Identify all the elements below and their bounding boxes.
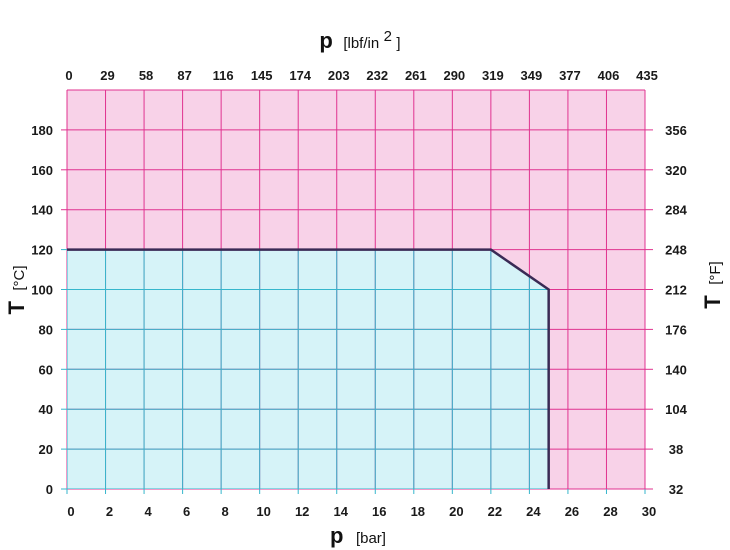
left-tick-label: 160 <box>31 163 53 178</box>
left-tick-label: 120 <box>31 243 53 258</box>
bottom-tick-label: 4 <box>144 504 152 519</box>
top-axis-unit-suffix: ] <box>396 35 400 52</box>
top-axis-title: p [lbf/in 2 ] <box>319 28 400 53</box>
right-tick-label: 212 <box>665 283 687 298</box>
left-tick-label: 100 <box>31 283 53 298</box>
right-axis-title: T [°F] <box>700 261 725 308</box>
bottom-axis-symbol: p <box>330 523 343 548</box>
top-tick-label: 145 <box>251 68 273 83</box>
top-axis-unit-sup: 2 <box>384 28 392 45</box>
right-axis-symbol: T <box>700 295 725 309</box>
top-tick-label: 377 <box>559 68 581 83</box>
bottom-tick-label: 20 <box>449 504 463 519</box>
chart-ticks: 0 2 4 6 8 10 12 14 16 18 20 22 24 26 28 300 29 58 87 116 145… <box>31 68 687 519</box>
top-axis-unit-prefix: [lbf/in <box>343 35 379 52</box>
bottom-tick-label: 18 <box>411 504 425 519</box>
left-tick-label: 180 <box>31 123 53 138</box>
bottom-tick-label: 6 <box>183 504 190 519</box>
top-tick-label: 406 <box>598 68 620 83</box>
top-axis-symbol: p <box>319 28 332 53</box>
right-tick-label: 32 <box>669 482 683 497</box>
left-tick-label: 60 <box>39 362 53 377</box>
top-tick-label: 29 <box>100 68 114 83</box>
top-tick-label: 203 <box>328 68 350 83</box>
left-tick-label: 20 <box>39 442 53 457</box>
right-tick-label: 320 <box>665 163 687 178</box>
left-tick-label: 80 <box>39 322 53 337</box>
top-tick-label: 349 <box>521 68 543 83</box>
right-tick-label: 248 <box>665 243 687 258</box>
right-tick-label: 140 <box>665 362 687 377</box>
left-axis-symbol: T <box>4 301 29 315</box>
top-tick-label: 290 <box>443 68 465 83</box>
bottom-axis-unit: [bar] <box>356 530 386 547</box>
left-tick-label: 40 <box>39 402 53 417</box>
top-tick-label: 87 <box>177 68 191 83</box>
right-tick-label: 284 <box>665 203 687 218</box>
top-tick-label: 116 <box>213 68 234 83</box>
top-tick-label: 435 <box>636 68 658 83</box>
bottom-tick-label: 28 <box>603 504 617 519</box>
left-tick-label: 0 <box>46 482 53 497</box>
bottom-tick-label: 2 <box>106 504 113 519</box>
pressure-temperature-limit-line <box>67 248 550 489</box>
right-tick-label: 104 <box>665 402 687 417</box>
top-tick-label: 232 <box>366 68 388 83</box>
left-axis-title: T [°C] <box>4 265 29 314</box>
top-tick-label: 174 <box>289 68 311 83</box>
bottom-tick-label: 26 <box>565 504 579 519</box>
bottom-tick-label: 30 <box>642 504 656 519</box>
right-tick-label: 176 <box>665 322 687 337</box>
left-tick-label: 140 <box>31 203 53 218</box>
bottom-tick-label: 22 <box>488 504 502 519</box>
top-tick-label: 58 <box>139 68 153 83</box>
right-tick-label: 38 <box>669 442 683 457</box>
bottom-tick-label: 10 <box>256 504 270 519</box>
bottom-tick-label: 14 <box>333 504 348 519</box>
right-tick-label: 356 <box>665 123 687 138</box>
top-tick-label: 319 <box>482 68 504 83</box>
bottom-axis-title: p [bar] <box>330 523 386 548</box>
bottom-tick-label: 16 <box>372 504 386 519</box>
top-tick-label: 0 <box>65 68 72 83</box>
bottom-tick-label: 8 <box>222 504 229 519</box>
bottom-tick-label: 12 <box>295 504 309 519</box>
bottom-tick-label: 0 <box>67 504 74 519</box>
chart-boundary <box>67 248 550 489</box>
left-axis-unit: [°C] <box>11 265 28 290</box>
bottom-tick-label: 24 <box>526 504 541 519</box>
top-tick-label: 261 <box>405 68 427 83</box>
right-axis-unit: [°F] <box>707 261 724 285</box>
